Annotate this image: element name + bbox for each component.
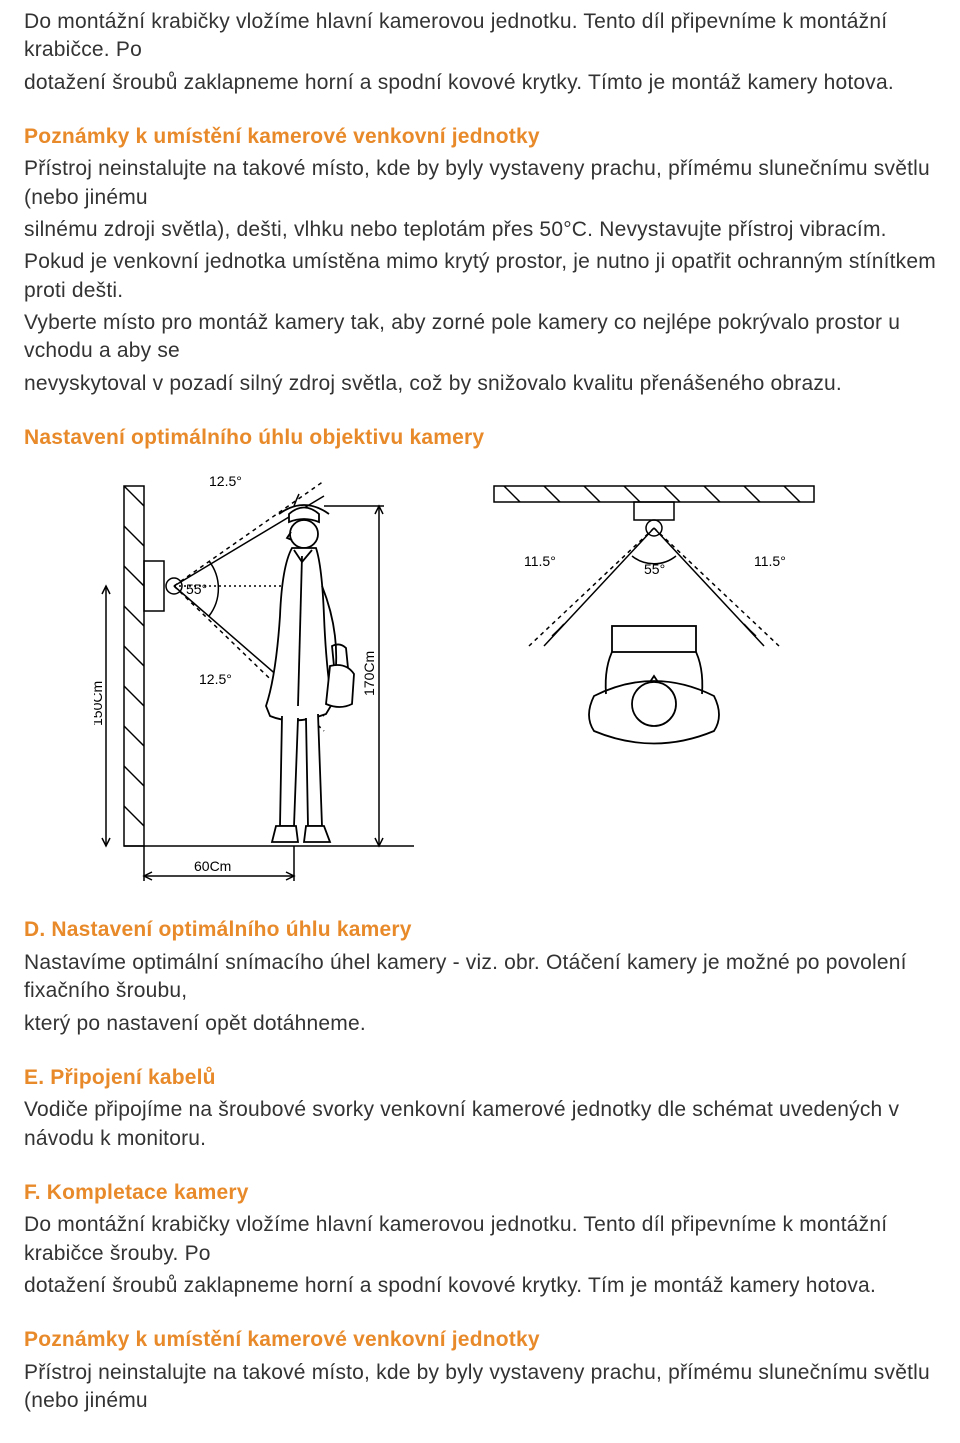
section-d-heading: D. Nastavení optimálního úhlu kamery [24,916,936,944]
side-floor-distance-label: 60Cm [194,858,231,874]
notes2-p1: Přístroj neinstalujte na takové místo, k… [24,1359,936,1416]
page-root: Do montážní krabičky vložíme hlavní kame… [0,0,960,1443]
notes1-p4: Vyberte místo pro montáž kamery tak, aby… [24,309,936,366]
side-half-angle-top-label: 12.5° [209,473,242,489]
notes1-p2: silnému zdroji světla), dešti, vlhku neb… [24,216,936,244]
section-e-heading: E. Připojení kabelů [24,1064,936,1092]
section-f-p1: Do montážní krabičky vložíme hlavní kame… [24,1211,936,1268]
notes2-heading: Poznámky k umístění kamerové venkovní je… [24,1326,936,1354]
intro-line-2: dotažení šroubů zaklapneme horní a spodn… [24,69,936,97]
section-f-p2: dotažení šroubů zaklapneme horní a spodn… [24,1272,936,1300]
intro-line-1: Do montážní krabičky vložíme hlavní kame… [24,8,936,65]
side-view-diagram: 12.5° 55° 12.5° 150Cm 170Cm 60Cm [94,466,434,906]
section-f-heading: F. Kompletace kamery [24,1179,936,1207]
diagrams-row: 12.5° 55° 12.5° 150Cm 170Cm 60Cm [94,466,936,906]
notes1-p5: nevyskytoval v pozadí silný zdroj světla… [24,370,936,398]
top-view-diagram: 11.5° 11.5° 55° [474,466,834,766]
notes1-p1: Přístroj neinstalujte na takové místo, k… [24,155,936,212]
top-half-angle-right-label: 11.5° [754,553,786,569]
side-half-angle-bottom-label: 12.5° [199,671,232,687]
side-wall-height-label: 150Cm [94,681,105,726]
notes1-heading: Poznámky k umístění kamerové venkovní je… [24,123,936,151]
side-person-height-label: 170Cm [361,651,377,696]
top-angle-label: 55° [644,561,665,577]
notes1-p3: Pokud je venkovní jednotka umístěna mimo… [24,248,936,305]
angle-heading: Nastavení optimálního úhlu objektivu kam… [24,424,936,452]
section-d-p2: který po nastavení opět dotáhneme. [24,1010,936,1038]
section-d-p1: Nastavíme optimální snímacího úhel kamer… [24,949,936,1006]
section-e-p1: Vodiče připojíme na šroubové svorky venk… [24,1096,936,1153]
top-half-angle-left-label: 11.5° [524,553,556,569]
side-angle-label: 55° [186,581,207,597]
